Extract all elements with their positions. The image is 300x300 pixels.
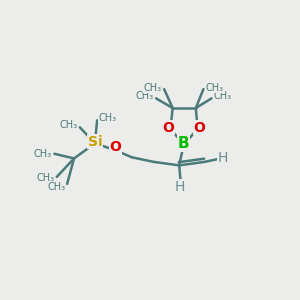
Text: CH₃: CH₃ xyxy=(136,91,154,101)
Text: CH₃: CH₃ xyxy=(206,83,224,93)
Text: B: B xyxy=(178,136,190,151)
Text: CH₃: CH₃ xyxy=(98,113,116,123)
Text: H: H xyxy=(175,180,185,194)
Text: Si: Si xyxy=(88,135,102,148)
Text: O: O xyxy=(163,121,175,135)
Text: CH₃: CH₃ xyxy=(37,173,55,183)
Text: O: O xyxy=(194,121,206,135)
Text: CH₃: CH₃ xyxy=(214,91,232,101)
Text: CH₃: CH₃ xyxy=(144,83,162,93)
Text: H: H xyxy=(218,152,228,165)
Text: CH₃: CH₃ xyxy=(59,120,77,130)
Text: CH₃: CH₃ xyxy=(34,149,52,159)
Text: O: O xyxy=(110,140,122,154)
Text: CH₃: CH₃ xyxy=(48,182,66,192)
